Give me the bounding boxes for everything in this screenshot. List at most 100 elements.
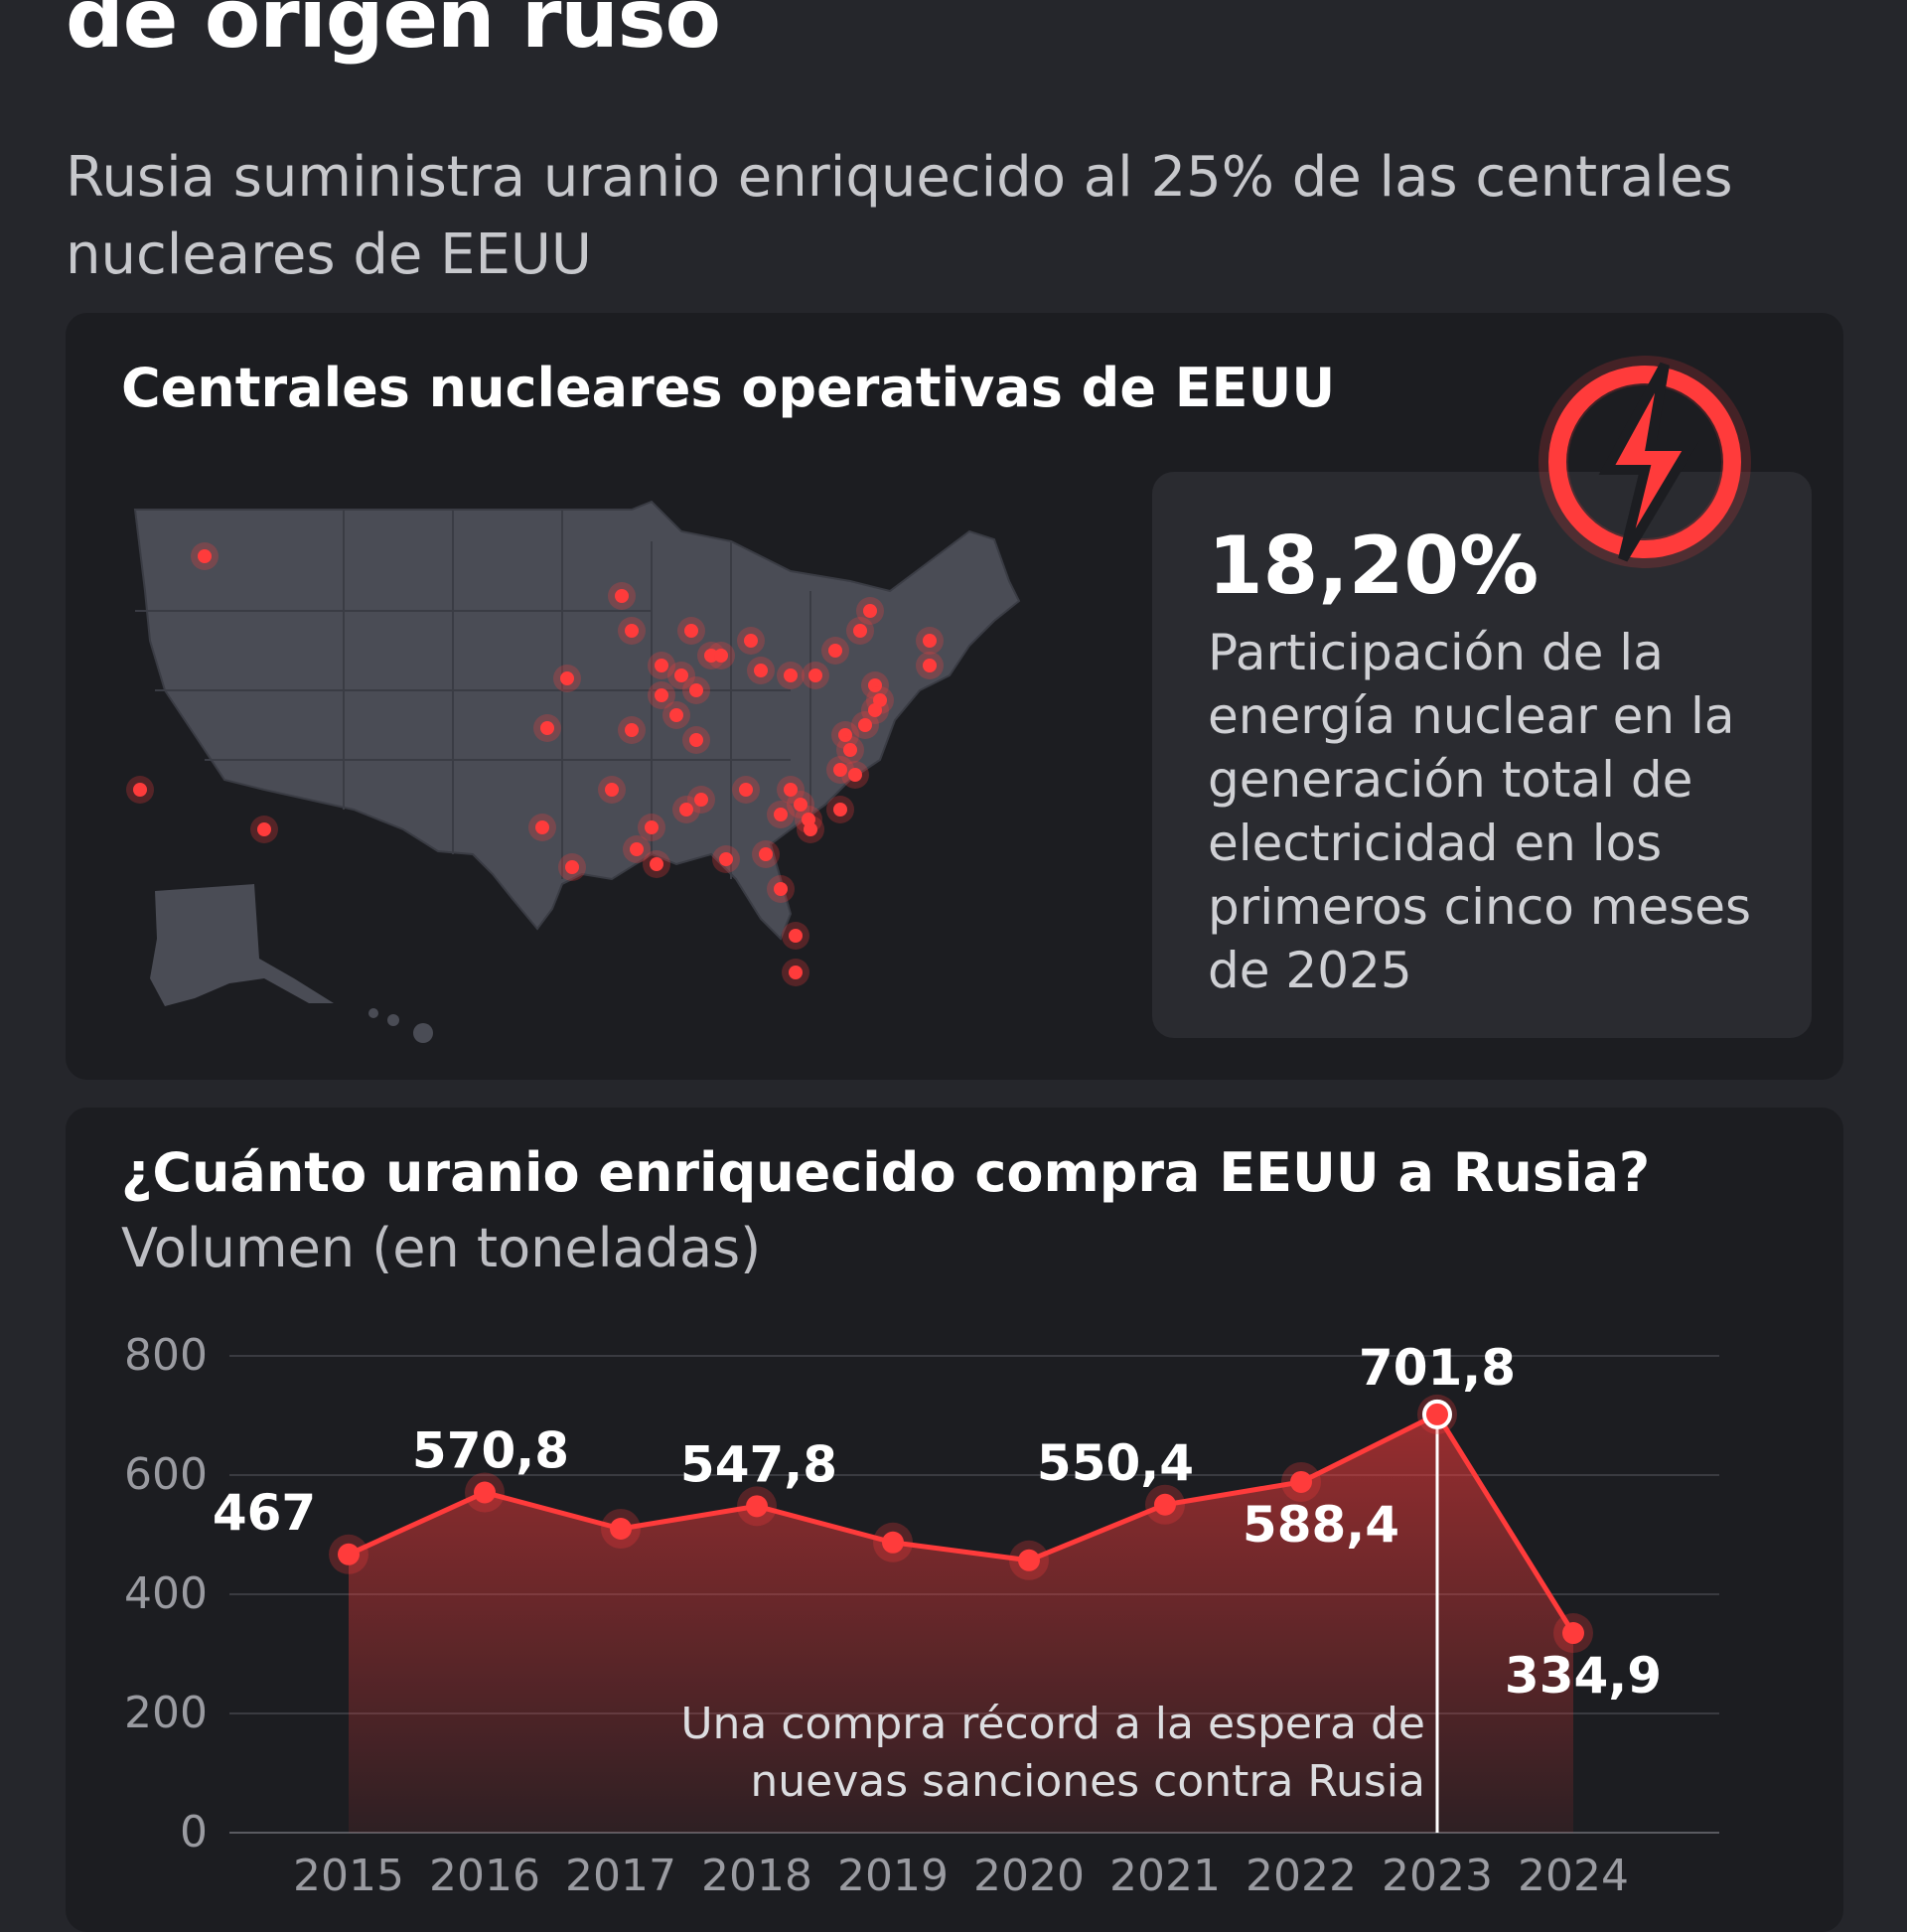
plant-marker xyxy=(560,671,574,685)
data-label: 547,8 xyxy=(680,1435,837,1493)
plant-marker xyxy=(739,783,753,797)
plant-marker xyxy=(694,793,708,807)
data-point xyxy=(1018,1549,1040,1571)
plant-marker xyxy=(843,743,857,757)
data-point xyxy=(1422,1399,1452,1429)
plant-marker xyxy=(784,783,798,797)
plant-marker xyxy=(689,733,703,747)
annotation-line-1: Una compra récord a la espera de xyxy=(680,1699,1425,1749)
plant-marker xyxy=(650,857,663,871)
data-point xyxy=(746,1495,768,1518)
data-labels: 467 570,8 547,8 550,4 588,4 701,8 334,9 xyxy=(213,1339,1662,1705)
x-tick-label: 2018 xyxy=(701,1851,812,1901)
y-tick-label: 600 xyxy=(124,1449,208,1500)
state-lines xyxy=(135,510,811,879)
plant-marker xyxy=(615,589,629,603)
plant-marker xyxy=(669,708,683,722)
plant-marker xyxy=(808,669,822,682)
chart-title: ¿Cuánto uranio enriquecido compra EEUU a… xyxy=(121,1141,1651,1204)
lightning-bolt-icon xyxy=(1539,356,1751,568)
chart-subtitle: Volumen (en toneladas) xyxy=(121,1217,762,1279)
plant-marker xyxy=(754,664,768,677)
plant-marker xyxy=(714,649,728,663)
plant-marker xyxy=(802,813,815,826)
plant-marker xyxy=(689,683,703,697)
data-point xyxy=(1562,1622,1584,1645)
data-point xyxy=(610,1518,632,1540)
data-label: 570,8 xyxy=(412,1422,569,1480)
plant-marker xyxy=(759,847,773,861)
stat-value: 18,20% xyxy=(1208,520,1540,612)
plant-marker xyxy=(679,803,693,817)
data-point xyxy=(1290,1470,1312,1493)
plant-marker xyxy=(704,649,718,663)
x-tick-label: 2017 xyxy=(565,1851,676,1901)
plant-marker xyxy=(655,659,668,672)
plant-marker xyxy=(828,644,842,658)
plant-marker xyxy=(858,718,872,732)
plant-marker xyxy=(540,721,554,735)
plant-marker xyxy=(645,820,659,834)
stat-description: Participación de la energía nuclear en l… xyxy=(1208,624,1752,999)
plant-marker xyxy=(923,659,937,672)
plant-marker xyxy=(868,678,882,692)
data-label: 550,4 xyxy=(1037,1434,1194,1492)
plant-marker xyxy=(535,820,549,834)
x-tick-label: 2020 xyxy=(973,1851,1085,1901)
x-tick-label: 2019 xyxy=(837,1851,949,1901)
plant-marker xyxy=(774,808,788,821)
x-tick-label: 2022 xyxy=(1246,1851,1357,1901)
plant-marker xyxy=(868,703,882,717)
hawaii-shape xyxy=(387,1014,399,1026)
chart-card: ¿Cuánto uranio enriquecido compra EEUU a… xyxy=(66,1108,1843,1932)
hawaii-shape xyxy=(368,1008,378,1018)
plant-marker xyxy=(655,688,668,702)
alaska-shape xyxy=(150,884,334,1006)
plant-marker xyxy=(848,768,862,782)
data-label: 467 xyxy=(213,1484,316,1542)
y-axis-ticks: 0 200 400 600 800 xyxy=(124,1330,208,1858)
data-points xyxy=(329,1394,1593,1654)
hawaii-shape xyxy=(413,1023,433,1043)
plant-marker xyxy=(630,842,644,856)
us-map xyxy=(126,500,1021,1043)
data-point xyxy=(882,1531,904,1554)
y-tick-label: 800 xyxy=(124,1330,208,1381)
x-tick-label: 2016 xyxy=(429,1851,540,1901)
x-tick-label: 2021 xyxy=(1109,1851,1221,1901)
plant-marker xyxy=(198,549,212,563)
data-point xyxy=(474,1481,496,1504)
plant-marker xyxy=(625,624,639,638)
plant-marker xyxy=(257,822,271,836)
data-point xyxy=(1154,1493,1176,1516)
plant-markers xyxy=(126,542,944,986)
map-card: Centrales nucleares operativas de EEUU 1… xyxy=(66,313,1843,1080)
plant-marker xyxy=(863,604,877,618)
stat-box: 18,20% Participación de la energía nucle… xyxy=(1152,472,1812,1038)
data-label: 588,4 xyxy=(1243,1496,1399,1554)
plant-marker xyxy=(833,803,847,817)
plant-marker xyxy=(684,624,698,638)
area-fill xyxy=(349,1413,1573,1833)
plant-marker xyxy=(744,634,758,648)
plant-marker xyxy=(133,783,147,797)
annotation-line-2: nuevas sanciones contra Rusia xyxy=(750,1756,1425,1807)
plant-marker xyxy=(838,728,852,742)
plant-marker xyxy=(625,723,639,737)
plant-marker xyxy=(923,634,937,648)
plant-marker xyxy=(789,966,803,979)
x-axis-ticks: 2015 2016 2017 2018 2019 2020 2021 2022 2023 2024 xyxy=(293,1851,1629,1901)
plant-marker xyxy=(833,763,847,777)
plant-marker xyxy=(794,798,807,812)
map-card-title: Centrales nucleares operativas de EEUU xyxy=(121,357,1336,419)
headline: de origen ruso xyxy=(66,0,721,67)
plant-marker xyxy=(605,783,619,797)
plant-marker xyxy=(774,882,788,896)
y-tick-label: 0 xyxy=(180,1807,208,1858)
x-tick-label: 2015 xyxy=(293,1851,404,1901)
series-line xyxy=(347,1411,1576,1635)
plant-marker xyxy=(674,669,688,682)
data-point xyxy=(338,1543,360,1565)
subtitle: Rusia suministra uranio enriquecido al 2… xyxy=(66,145,1733,287)
